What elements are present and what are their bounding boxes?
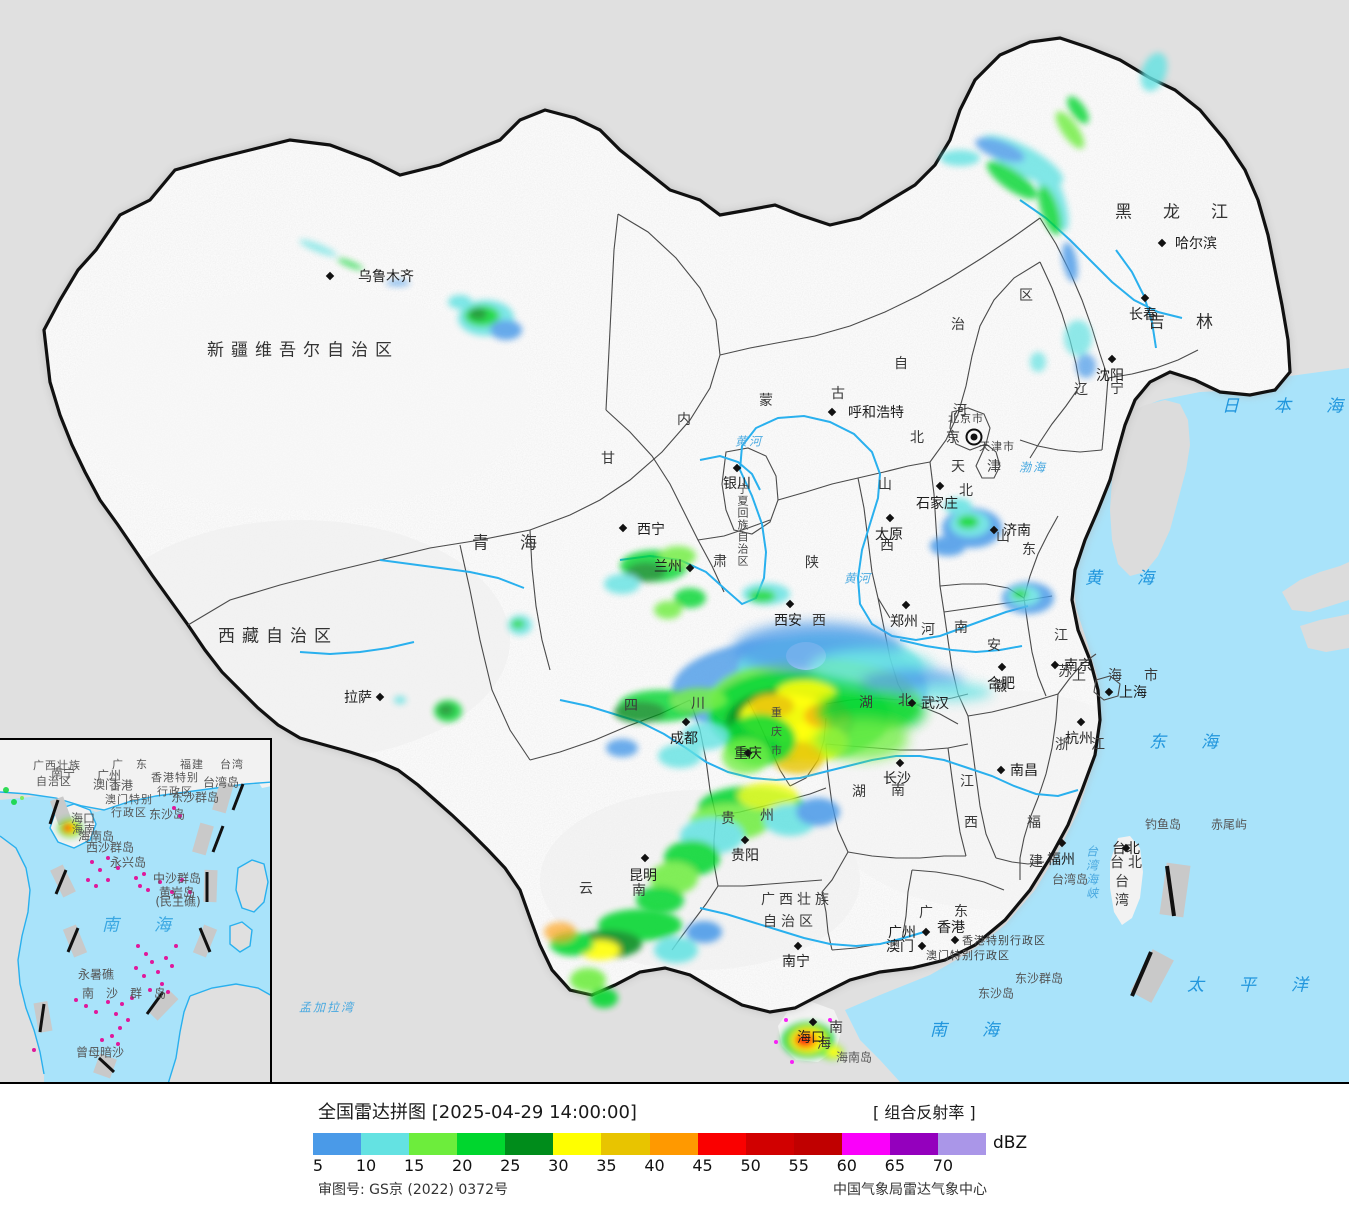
dbz-tick-40: 40 bbox=[644, 1156, 665, 1175]
dbz-tick-65: 65 bbox=[884, 1156, 906, 1175]
taiwan-island bbox=[1110, 836, 1143, 925]
colorbar-swatch-15[interactable] bbox=[409, 1133, 458, 1155]
dbz-unit-label: dBZ bbox=[993, 1133, 1028, 1153]
dbz-tick-20: 20 bbox=[452, 1156, 473, 1175]
inset-canvas bbox=[0, 740, 270, 1082]
colorbar-swatch-45[interactable] bbox=[697, 1133, 746, 1155]
south-china-sea-inset[interactable]: 广西壮族 自治区 南宁广 东广州 福建 台湾 澳门 香港 香港特别 行政区 台湾岛 澳门特别 行政区东… bbox=[0, 738, 272, 1082]
colorbar-swatch-40[interactable] bbox=[649, 1133, 698, 1155]
nine-dash-line bbox=[33, 780, 245, 1079]
colorbar-swatch-30[interactable] bbox=[553, 1133, 602, 1155]
dbz-tick-10: 10 bbox=[355, 1156, 377, 1175]
issuing-agency: 中国气象局雷达气象中心 bbox=[833, 1182, 987, 1198]
colorbar-swatch-25[interactable] bbox=[505, 1133, 554, 1155]
colorbar-swatch-55[interactable] bbox=[793, 1133, 842, 1155]
national-border bbox=[42, 36, 1292, 1014]
dbz-colorbar[interactable] bbox=[313, 1133, 987, 1155]
legend-title: 全国雷达拼图 [2025-04-29 14:00:00] bbox=[318, 1102, 637, 1123]
legend-product-label: [ 组合反射率 ] bbox=[873, 1103, 976, 1122]
colorbar-swatch-5[interactable] bbox=[313, 1133, 362, 1155]
map-approval-number: 审图号: GS京 (2022) 0372号 bbox=[318, 1182, 508, 1198]
sea-fill bbox=[845, 368, 1349, 1082]
rivers bbox=[299, 199, 1183, 948]
island-specks bbox=[32, 806, 192, 1052]
dbz-tick-50: 50 bbox=[740, 1156, 761, 1175]
colorbar-swatch-10[interactable] bbox=[361, 1133, 410, 1155]
colorbar-swatch-50[interactable] bbox=[745, 1133, 794, 1155]
dbz-tick-45: 45 bbox=[692, 1156, 713, 1175]
dbz-tick-30: 30 bbox=[548, 1156, 569, 1175]
radar-echo-layer bbox=[299, 52, 1168, 1064]
korea-landmass bbox=[1110, 400, 1190, 576]
dbz-tick-60: 60 bbox=[836, 1156, 857, 1175]
colorbar-swatch-35[interactable] bbox=[601, 1133, 650, 1155]
dbz-tick-5: 5 bbox=[312, 1156, 324, 1175]
colorbar-swatch-70[interactable] bbox=[938, 1133, 987, 1155]
dbz-tick-labels: 5 10 15 20 25 30 35 40 45 50 55 60 65 70 bbox=[0, 1156, 1349, 1176]
colorbar-swatch-20[interactable] bbox=[457, 1133, 506, 1155]
dbz-tick-70: 70 bbox=[932, 1156, 954, 1175]
colorbar-swatch-60[interactable] bbox=[841, 1133, 890, 1155]
map-canvas bbox=[42, 36, 1349, 1082]
dbz-tick-15: 15 bbox=[403, 1156, 425, 1175]
national-radar-map[interactable]: 新疆维吾尔自治区 西藏自治区青 海甘肃内蒙古自治区宁夏回族自治区陕西山西河北北 京… bbox=[0, 0, 1349, 1082]
legend-title-row: 全国雷达拼图 [2025-04-29 14:00:00] [ 组合反射率 ] bbox=[0, 1098, 1349, 1123]
colorbar-swatch-65[interactable] bbox=[889, 1133, 939, 1155]
dbz-tick-55: 55 bbox=[788, 1156, 809, 1175]
dbz-tick-25: 25 bbox=[500, 1156, 521, 1175]
dbz-tick-35: 35 bbox=[596, 1156, 617, 1175]
